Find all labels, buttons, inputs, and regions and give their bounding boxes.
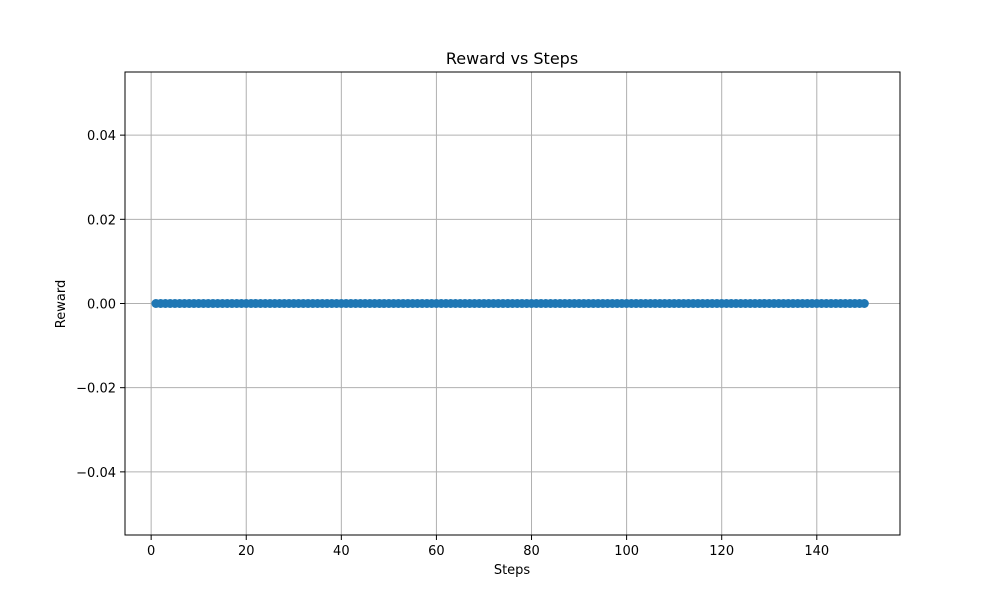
x-tick-label: 140 xyxy=(804,544,829,559)
data-points xyxy=(151,299,869,308)
y-tick-label: 0.04 xyxy=(87,129,116,144)
x-tick-label: 100 xyxy=(614,544,639,559)
chart-title: Reward vs Steps xyxy=(446,49,578,68)
y-axis-label: Reward xyxy=(54,280,69,328)
y-tick-label: 0.02 xyxy=(87,213,116,228)
x-tick-label: 120 xyxy=(709,544,734,559)
y-tick-label: 0.00 xyxy=(87,298,116,313)
y-tick-label: −0.02 xyxy=(76,382,116,397)
data-point xyxy=(859,299,869,308)
x-tick-label: 0 xyxy=(147,544,155,559)
x-axis-ticks: 0 20 40 60 80 100 120 140 xyxy=(147,535,829,559)
y-tick-label: −0.04 xyxy=(76,466,116,481)
x-tick-label: 80 xyxy=(523,544,540,559)
x-tick-label: 60 xyxy=(428,544,445,559)
x-tick-label: 40 xyxy=(333,544,350,559)
x-axis-label: Steps xyxy=(494,563,531,578)
y-axis-ticks: −0.04 −0.02 0.00 0.02 0.04 xyxy=(76,129,125,481)
x-tick-label: 20 xyxy=(238,544,255,559)
